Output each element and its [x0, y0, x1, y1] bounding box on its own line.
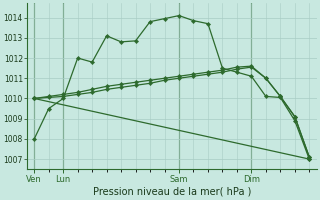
X-axis label: Pression niveau de la mer( hPa ): Pression niveau de la mer( hPa )	[92, 187, 251, 197]
